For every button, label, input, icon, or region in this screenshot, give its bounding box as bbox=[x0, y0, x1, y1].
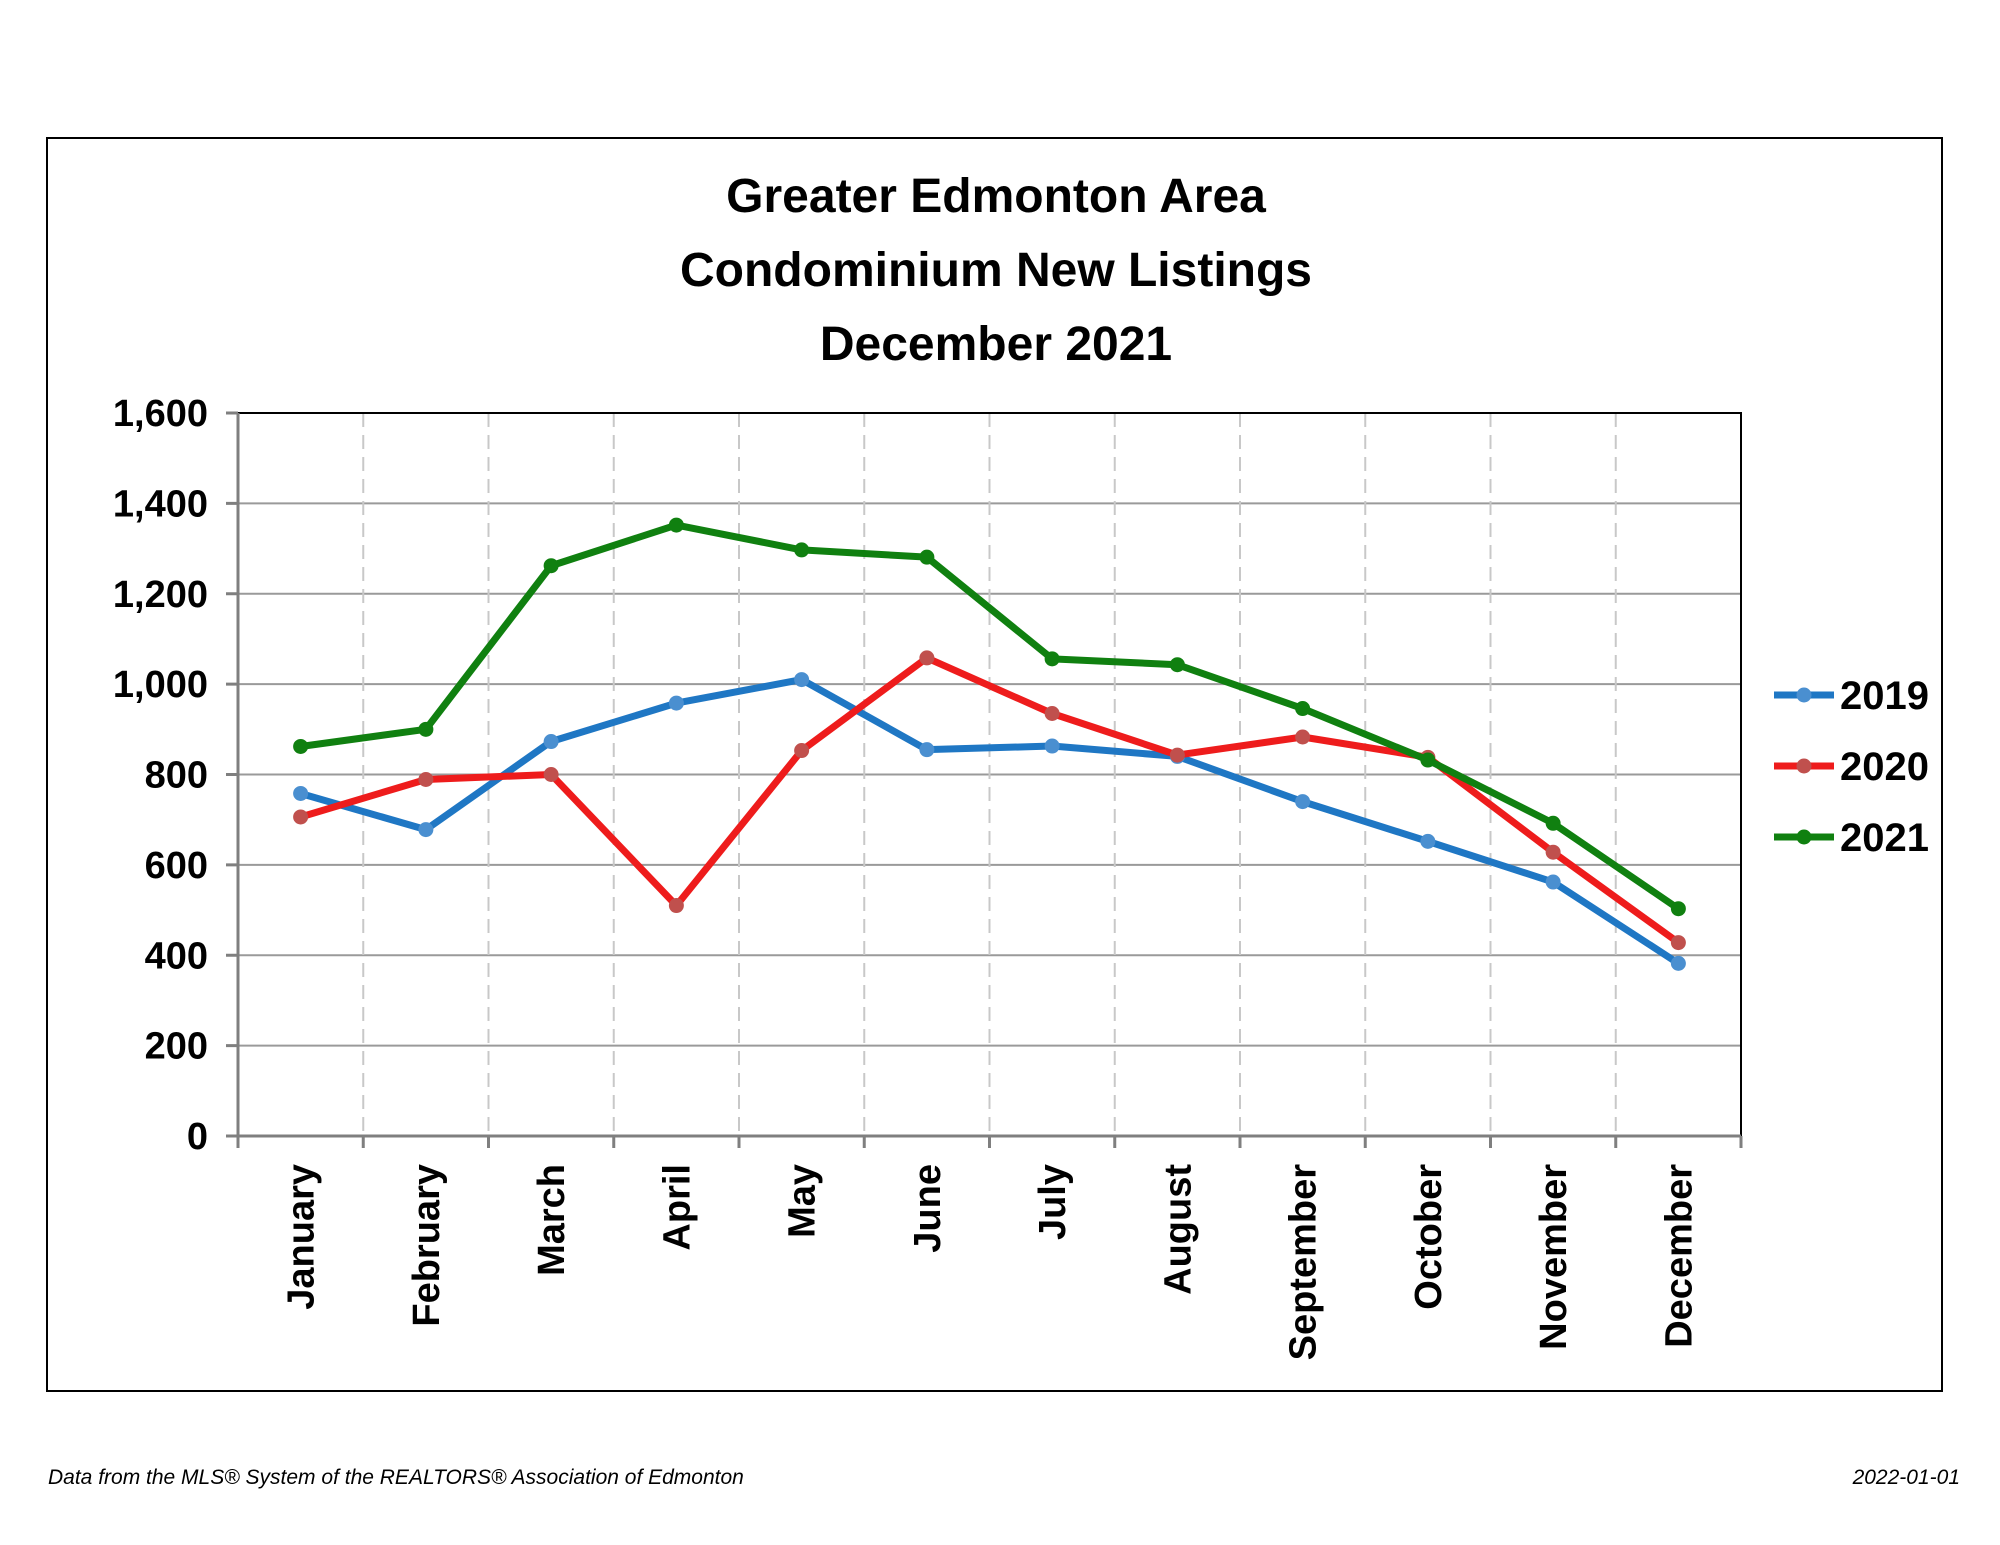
x-tick-label-february: February bbox=[406, 1164, 448, 1327]
point-2021-april bbox=[668, 517, 684, 533]
x-tick-label-june: June bbox=[907, 1164, 949, 1253]
point-2019-february bbox=[418, 822, 434, 838]
point-2020-november bbox=[1545, 844, 1561, 860]
x-tick-label-september: September bbox=[1283, 1164, 1325, 1361]
point-2019-january bbox=[293, 785, 309, 801]
point-2021-november bbox=[1545, 815, 1561, 831]
point-2020-september bbox=[1295, 729, 1311, 745]
x-tick-label-july: July bbox=[1032, 1164, 1074, 1240]
point-2021-march bbox=[543, 558, 559, 574]
legend-item-2020: 2020 bbox=[1774, 745, 1929, 789]
point-2020-march bbox=[543, 767, 559, 782]
y-tick-label-1200: 1,200 bbox=[113, 574, 208, 616]
point-2020-december bbox=[1670, 935, 1686, 951]
chart-title-line-3: December 2021 bbox=[820, 318, 1172, 371]
series-line-2019 bbox=[297, 676, 1682, 967]
chart-title-line-1: Greater Edmonton Area bbox=[726, 170, 1266, 223]
y-tick-label-1400: 1,400 bbox=[113, 483, 208, 525]
footer-date: 2022-01-01 bbox=[1852, 1466, 1960, 1489]
legend-label-2021: 2021 bbox=[1840, 816, 1929, 860]
chart-title: Greater Edmonton Area Condominium New Lis… bbox=[680, 170, 1312, 371]
series-lines bbox=[293, 517, 1686, 971]
legend-label-2020: 2020 bbox=[1840, 745, 1929, 789]
point-2019-september bbox=[1295, 794, 1311, 810]
point-2020-january bbox=[293, 809, 309, 825]
point-2021-january bbox=[293, 738, 309, 754]
point-2020-june bbox=[919, 650, 935, 666]
point-2020-april bbox=[668, 898, 684, 914]
x-tick-label-november: November bbox=[1533, 1164, 1575, 1350]
point-2021-july bbox=[1044, 651, 1060, 667]
chart-frame: Greater Edmonton Area Condominium New Lis… bbox=[46, 137, 1943, 1392]
line-chart: Greater Edmonton Area Condominium New Lis… bbox=[113, 170, 1929, 1361]
y-tick-label-1000: 1,000 bbox=[113, 664, 208, 706]
legend-swatch-marker-2019 bbox=[1796, 687, 1812, 703]
point-2019-october bbox=[1420, 833, 1436, 849]
x-tick-labels: January February March April May June July Augu… bbox=[281, 1164, 1701, 1361]
legend-item-2019: 2019 bbox=[1774, 674, 1929, 718]
point-2019-june bbox=[919, 742, 935, 758]
point-2021-june bbox=[919, 549, 935, 565]
point-2020-august bbox=[1169, 747, 1185, 763]
chart-title-line-2: Condominium New Listings bbox=[680, 244, 1312, 297]
y-tick-label-0: 0 bbox=[187, 1116, 208, 1158]
x-tick-label-october: October bbox=[1408, 1164, 1450, 1310]
y-tick-label-800: 800 bbox=[145, 755, 208, 797]
point-2019-may bbox=[794, 672, 810, 688]
point-2019-march bbox=[543, 734, 559, 750]
x-tick-label-may: May bbox=[782, 1164, 824, 1238]
legend: 2019 2020 2021 bbox=[1774, 674, 1929, 860]
legend-swatch-marker-2021 bbox=[1796, 829, 1812, 845]
point-2021-september bbox=[1295, 701, 1311, 717]
axes bbox=[226, 411, 1743, 1148]
point-2019-december bbox=[1670, 955, 1686, 971]
point-2019-april bbox=[668, 695, 684, 711]
point-2019-november bbox=[1545, 874, 1561, 890]
point-2021-august bbox=[1169, 657, 1185, 673]
point-2019-july bbox=[1044, 738, 1060, 754]
y-tick-label-600: 600 bbox=[145, 845, 208, 887]
x-tick-label-march: March bbox=[531, 1164, 573, 1276]
point-2021-february bbox=[418, 721, 434, 737]
point-2020-may bbox=[794, 743, 810, 759]
y-tick-label-1600: 1,600 bbox=[113, 393, 208, 435]
point-2021-may bbox=[794, 542, 810, 558]
x-tick-label-august: August bbox=[1157, 1164, 1199, 1295]
y-tick-label-400: 400 bbox=[145, 935, 208, 977]
x-tick-label-december: December bbox=[1658, 1164, 1700, 1348]
x-tick-label-january: January bbox=[281, 1164, 323, 1310]
series-line-2021 bbox=[297, 521, 1682, 913]
series-2019 bbox=[293, 672, 1686, 971]
y-tick-label-200: 200 bbox=[145, 1026, 208, 1068]
point-2021-december bbox=[1670, 901, 1686, 917]
x-tick-label-april: April bbox=[656, 1164, 698, 1251]
legend-swatch-marker-2020 bbox=[1796, 758, 1812, 774]
point-2021-october bbox=[1420, 752, 1436, 768]
point-2020-february bbox=[418, 771, 434, 787]
legend-item-2021: 2021 bbox=[1774, 816, 1929, 860]
series-2021 bbox=[293, 517, 1686, 917]
y-tick-labels: 0 200 400 600 800 1,000 1,200 1,400 1,600 bbox=[113, 393, 208, 1158]
footer-source-note: Data from the MLS® System of the REALTOR… bbox=[48, 1466, 744, 1489]
legend-label-2019: 2019 bbox=[1840, 674, 1929, 718]
point-2020-july bbox=[1044, 705, 1060, 721]
